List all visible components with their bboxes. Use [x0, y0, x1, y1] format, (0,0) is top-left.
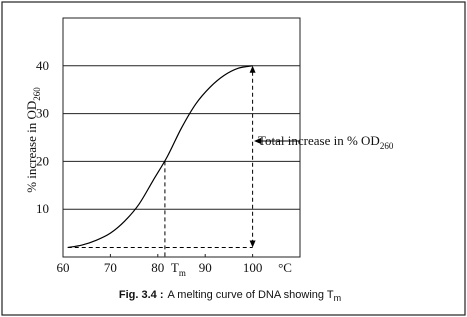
caption-sub: m [334, 293, 342, 303]
tm-label-text: T [171, 260, 179, 275]
y-tick-label: 10 [36, 201, 49, 216]
y-tick-label: 40 [36, 58, 49, 73]
arrow-head-bottom [249, 240, 256, 248]
x-tick-label: 70 [104, 260, 117, 275]
y-tick-label: 20 [36, 153, 49, 168]
caption: Fig. 3.4 : A melting curve of DNA showing… [119, 289, 341, 303]
arrow-head-top [249, 65, 256, 73]
y-label-sub: 260 [32, 87, 42, 101]
x-unit: °C [278, 260, 292, 275]
caption-label: Fig. 3.4 : [119, 289, 164, 301]
x-tick-label: 100 [243, 260, 263, 275]
y-tick-label: 30 [36, 106, 49, 121]
caption-text: A melting curve of DNA showing T [168, 289, 334, 301]
y-label-text: % increase in OD [24, 101, 39, 193]
annotation: Total increase in % OD260 [258, 133, 394, 151]
plot-frame [62, 17, 301, 258]
x-tick-label: 60 [57, 260, 70, 275]
arrow-head [254, 138, 261, 144]
x-tick-label: 80 [151, 260, 164, 275]
x-tick-label: 90 [199, 260, 212, 275]
annotation-sub: 260 [380, 141, 394, 151]
tm-label-sub: m [179, 268, 186, 278]
melting-curve [67, 65, 253, 249]
tm-label: Tm [171, 260, 186, 278]
y-axis-label: % increase in OD260 [24, 87, 42, 193]
annotation-text: Total increase in % OD [258, 133, 380, 148]
